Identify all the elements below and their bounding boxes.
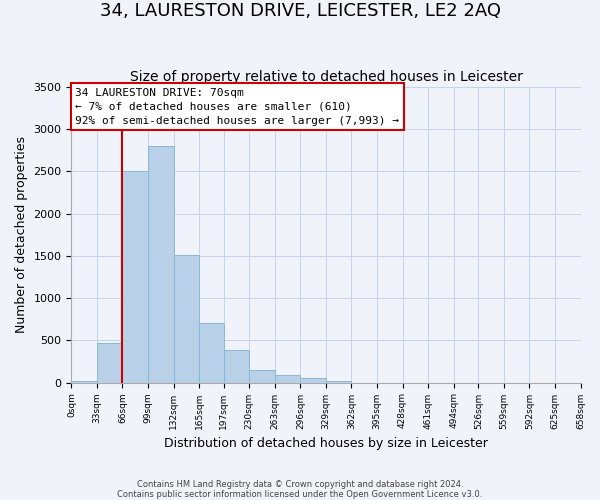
X-axis label: Distribution of detached houses by size in Leicester: Distribution of detached houses by size … [164,437,488,450]
Bar [301,378,326,382]
Bar [148,146,173,382]
Bar [275,375,301,382]
Bar [250,370,275,382]
Text: 34 LAURESTON DRIVE: 70sqm
← 7% of detached houses are smaller (610)
92% of semi-: 34 LAURESTON DRIVE: 70sqm ← 7% of detach… [75,88,399,126]
Text: 34, LAURESTON DRIVE, LEICESTER, LE2 2AQ: 34, LAURESTON DRIVE, LEICESTER, LE2 2AQ [100,2,500,21]
Bar [224,350,250,382]
Bar [326,381,352,382]
Title: Size of property relative to detached houses in Leicester: Size of property relative to detached ho… [130,70,523,85]
Bar [199,324,224,382]
Y-axis label: Number of detached properties: Number of detached properties [15,136,28,334]
Bar [173,255,199,382]
Bar [97,343,122,382]
Bar [122,172,148,382]
Text: Contains HM Land Registry data © Crown copyright and database right 2024.
Contai: Contains HM Land Registry data © Crown c… [118,480,482,499]
Bar [71,381,97,382]
